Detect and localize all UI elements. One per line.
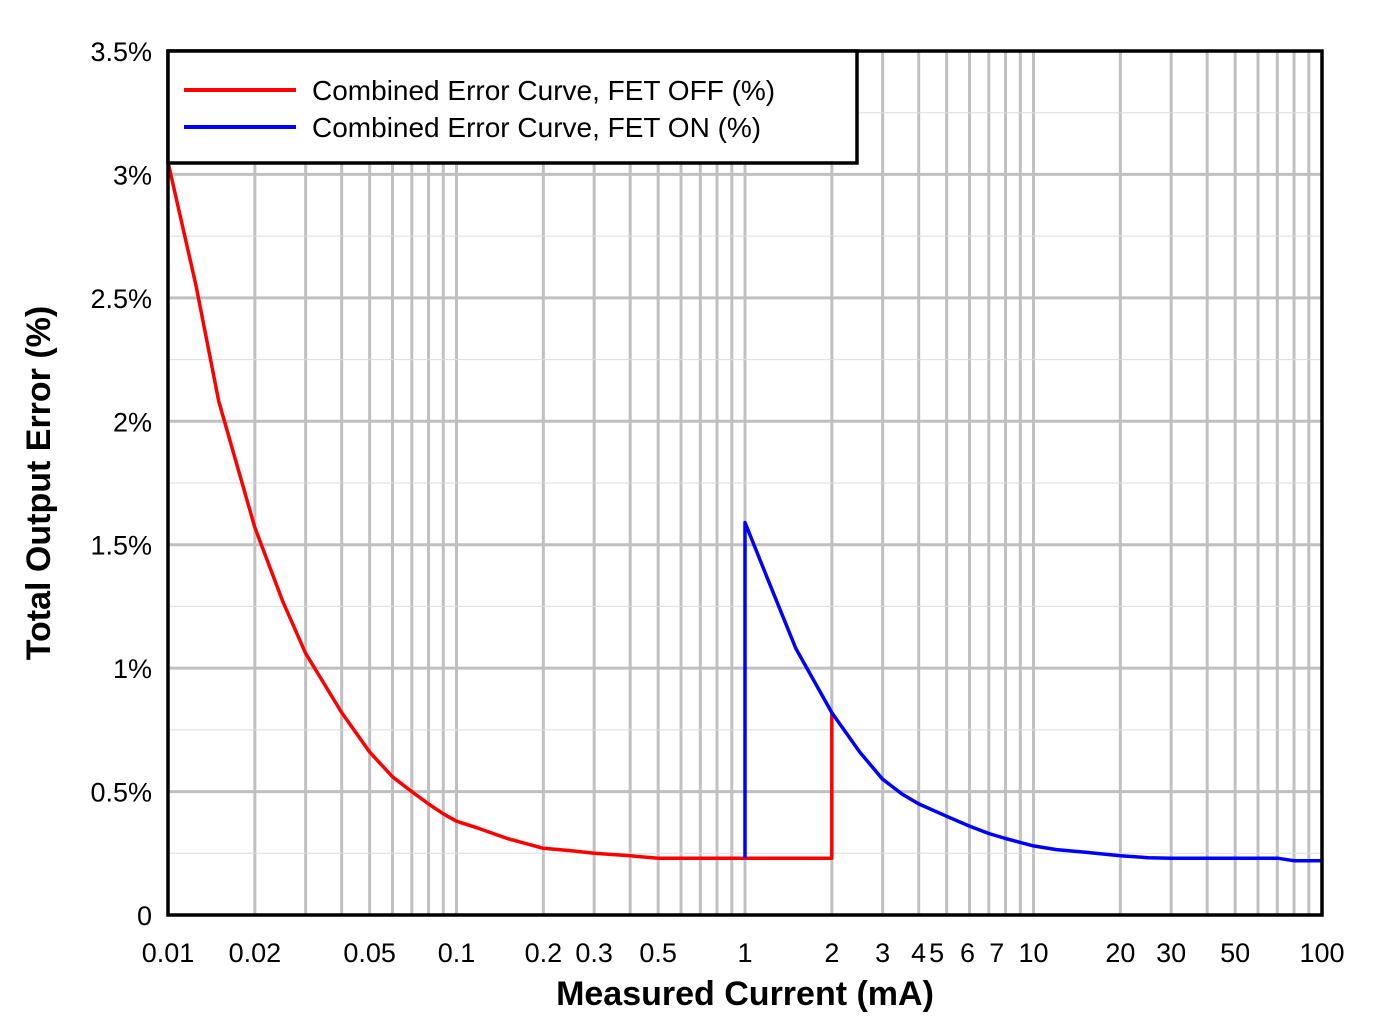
x-tick-label: 1 <box>737 938 752 968</box>
x-tick-label: 3 <box>875 938 890 968</box>
y-axis-title: Total Output Error (%) <box>20 306 58 660</box>
legend: Combined Error Curve, FET OFF (%) Combin… <box>166 49 859 165</box>
y-tick-label: 0 <box>137 901 152 931</box>
x-axis-title: Measured Current (mA) <box>556 975 934 1013</box>
legend-label-fet-on: Combined Error Curve, FET ON (%) <box>312 112 761 143</box>
series-line-fet-on <box>743 520 1322 863</box>
x-tick-label: 7 <box>989 938 1004 968</box>
grid <box>168 51 1322 915</box>
x-tick-label: 20 <box>1105 938 1135 968</box>
x-tick-label: 100 <box>1299 938 1344 968</box>
legend-box <box>166 49 859 165</box>
y-tick-label: 2% <box>113 407 152 437</box>
legend-label-fet-off: Combined Error Curve, FET OFF (%) <box>312 75 775 106</box>
x-tick-label: 4 <box>911 938 926 968</box>
x-tick-label: 6 <box>960 938 975 968</box>
x-tick-label: 0.1 <box>438 938 476 968</box>
y-tick-label: 0.5% <box>90 778 152 808</box>
series-layer <box>166 161 1322 863</box>
y-tick-label: 2.5% <box>90 284 152 314</box>
y-tick-label: 3.5% <box>90 37 152 67</box>
x-tick-label: 30 <box>1156 938 1186 968</box>
x-tick-label: 10 <box>1018 938 1048 968</box>
x-tick-label: 0.3 <box>575 938 613 968</box>
x-tick-label: 0.5 <box>639 938 677 968</box>
series-line-fet-off <box>166 161 834 860</box>
x-tick-labels: 0.01 0.02 0.05 0.1 0.2 0.3 0.5 1 2 3 4 5 6 7 10 20 30 50 1… <box>142 938 1345 968</box>
y-tick-label: 3% <box>113 160 152 190</box>
x-tick-label: 0.02 <box>229 938 282 968</box>
x-tick-label: 0.2 <box>525 938 563 968</box>
x-tick-label: 2 <box>824 938 839 968</box>
y-tick-labels: 0 0.5% 1% 1.5% 2% 2.5% 3% 3.5% <box>90 37 152 931</box>
x-tick-label: 50 <box>1220 938 1250 968</box>
x-tick-label: 0.05 <box>343 938 396 968</box>
y-tick-label: 1.5% <box>90 531 152 561</box>
x-tick-label: 5 <box>929 938 944 968</box>
y-tick-label: 1% <box>113 654 152 684</box>
x-tick-label: 0.01 <box>142 938 195 968</box>
